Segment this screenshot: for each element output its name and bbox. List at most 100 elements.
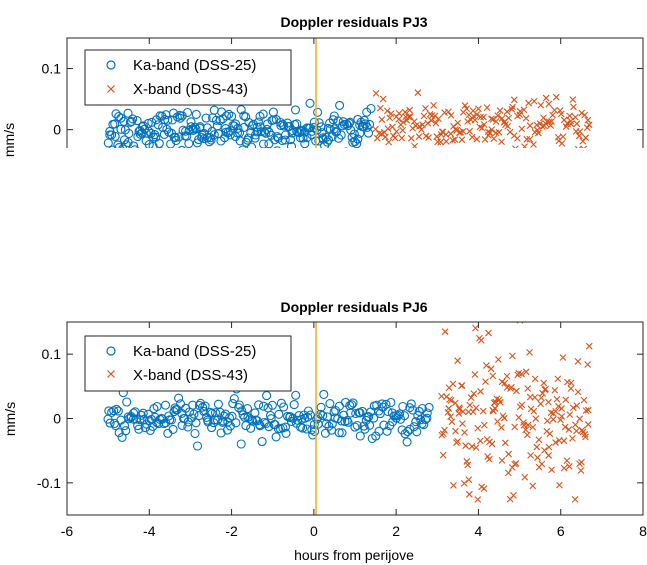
- ka-band-point: [365, 420, 375, 430]
- x-band-point: [466, 401, 474, 409]
- ka-band-point: [215, 116, 225, 126]
- ka-band-point: [105, 418, 115, 428]
- x-tick-label: -2: [225, 523, 238, 539]
- x-band-point: [376, 104, 384, 112]
- ka-band-point: [366, 103, 376, 114]
- x-band-point: [430, 102, 438, 109]
- x-band-point: [406, 106, 414, 114]
- x-band-point: [447, 111, 455, 119]
- x-band-point: [512, 460, 520, 467]
- x-band-point: [485, 329, 492, 337]
- x-band-point: [463, 105, 471, 113]
- ka-band-point: [290, 105, 301, 115]
- x-band-point: [473, 111, 481, 118]
- x-band-point: [410, 118, 418, 125]
- ka-band-point: [300, 139, 310, 148]
- x-band-point: [560, 437, 568, 445]
- x-band-point: [473, 135, 481, 143]
- x-band-point: [378, 116, 386, 123]
- x-band-point: [480, 421, 488, 429]
- ka-band-point: [154, 138, 164, 148]
- panel-pj6: Doppler residuals PJ6 -0.1 0 0.1 -6 -4 -2 0 2 4…: [2, 299, 647, 563]
- x-band-point: [511, 423, 519, 431]
- ka-band-point: [327, 419, 337, 429]
- x-band-point: [375, 130, 383, 137]
- ka-band-point: [365, 119, 375, 129]
- ka-band-point: [160, 400, 171, 410]
- x-band-point: [577, 467, 585, 474]
- x-band-point: [522, 114, 530, 122]
- ka-band-point: [129, 141, 139, 148]
- x-band-point: [458, 382, 466, 389]
- x-band-point: [383, 107, 391, 115]
- ka-band-point: [166, 415, 176, 425]
- ka-band-point: [110, 131, 120, 141]
- x-band-point: [461, 429, 468, 436]
- axes-frame: [66, 321, 644, 516]
- x-band-point: [500, 414, 508, 422]
- x-band-point: [504, 469, 512, 477]
- ka-band-point: [224, 109, 234, 119]
- x-band-point: [580, 145, 588, 148]
- ka-band-point: [175, 113, 185, 123]
- x-band-point: [459, 408, 467, 416]
- ka-band-point: [238, 410, 248, 420]
- ka-band-point: [111, 404, 122, 414]
- ka-band-point: [178, 145, 186, 148]
- ka-band-point: [246, 142, 257, 148]
- ka-band-point: [194, 411, 204, 421]
- x-band-point: [538, 460, 546, 468]
- ka-band-point: [152, 401, 162, 412]
- ka-band-point: [321, 419, 331, 429]
- x-band-point: [522, 426, 530, 434]
- panel-pj3: Doppler residuals PJ3 0 0.1 mm/s Ka-band …: [1, 14, 644, 159]
- x-band-point: [475, 105, 482, 113]
- x-band-point: [503, 372, 511, 380]
- ka-band-point: [363, 128, 374, 138]
- ka-band-point: [369, 413, 379, 423]
- ka-band-point: [337, 428, 347, 438]
- ka-band-point: [328, 115, 338, 125]
- ka-band-point: [103, 138, 113, 148]
- x-band-point: [495, 356, 502, 363]
- ka-band-point: [350, 422, 360, 432]
- x-band-point: [566, 411, 574, 418]
- ka-band-point: [175, 399, 186, 409]
- x-band-point: [553, 395, 561, 403]
- x-band-point: [580, 396, 588, 404]
- x-band-point: [523, 135, 531, 143]
- ka-band-point: [223, 128, 233, 138]
- x-band-point: [530, 97, 538, 105]
- ka-band-point: [422, 413, 432, 423]
- x-band-point: [518, 401, 526, 409]
- ka-band-point: [353, 134, 363, 144]
- x-band-point: [478, 124, 486, 132]
- ka-band-point: [313, 412, 323, 422]
- x-band-point: [514, 134, 521, 142]
- x-band-point: [520, 153, 526, 159]
- y-axis: -0.1 0 0.1: [37, 346, 643, 491]
- ka-band-point: [250, 133, 260, 143]
- ka-band-point: [241, 421, 251, 431]
- x-band-point: [480, 485, 488, 493]
- x-band-point: [551, 386, 559, 394]
- x-band-point: [529, 482, 537, 490]
- x-band-point: [548, 118, 555, 125]
- legend-label-x: X-band (DSS-43): [133, 81, 248, 98]
- x-band-point: [505, 114, 513, 122]
- x-band-point: [578, 109, 586, 117]
- ka-band-point: [192, 441, 203, 451]
- x-band-point: [526, 135, 534, 143]
- x-band-point: [576, 128, 584, 136]
- ka-band-point: [207, 423, 217, 433]
- y-tick-label: -0.1: [37, 475, 61, 491]
- ka-band-point: [184, 138, 194, 148]
- x-band-point: [422, 104, 429, 112]
- x-tick-label: -6: [61, 523, 74, 539]
- ka-band-point: [195, 122, 205, 132]
- x-band-point: [449, 136, 457, 144]
- x-band-point: [454, 438, 462, 445]
- x-band-point: [537, 394, 545, 402]
- ka-band-point: [278, 119, 288, 129]
